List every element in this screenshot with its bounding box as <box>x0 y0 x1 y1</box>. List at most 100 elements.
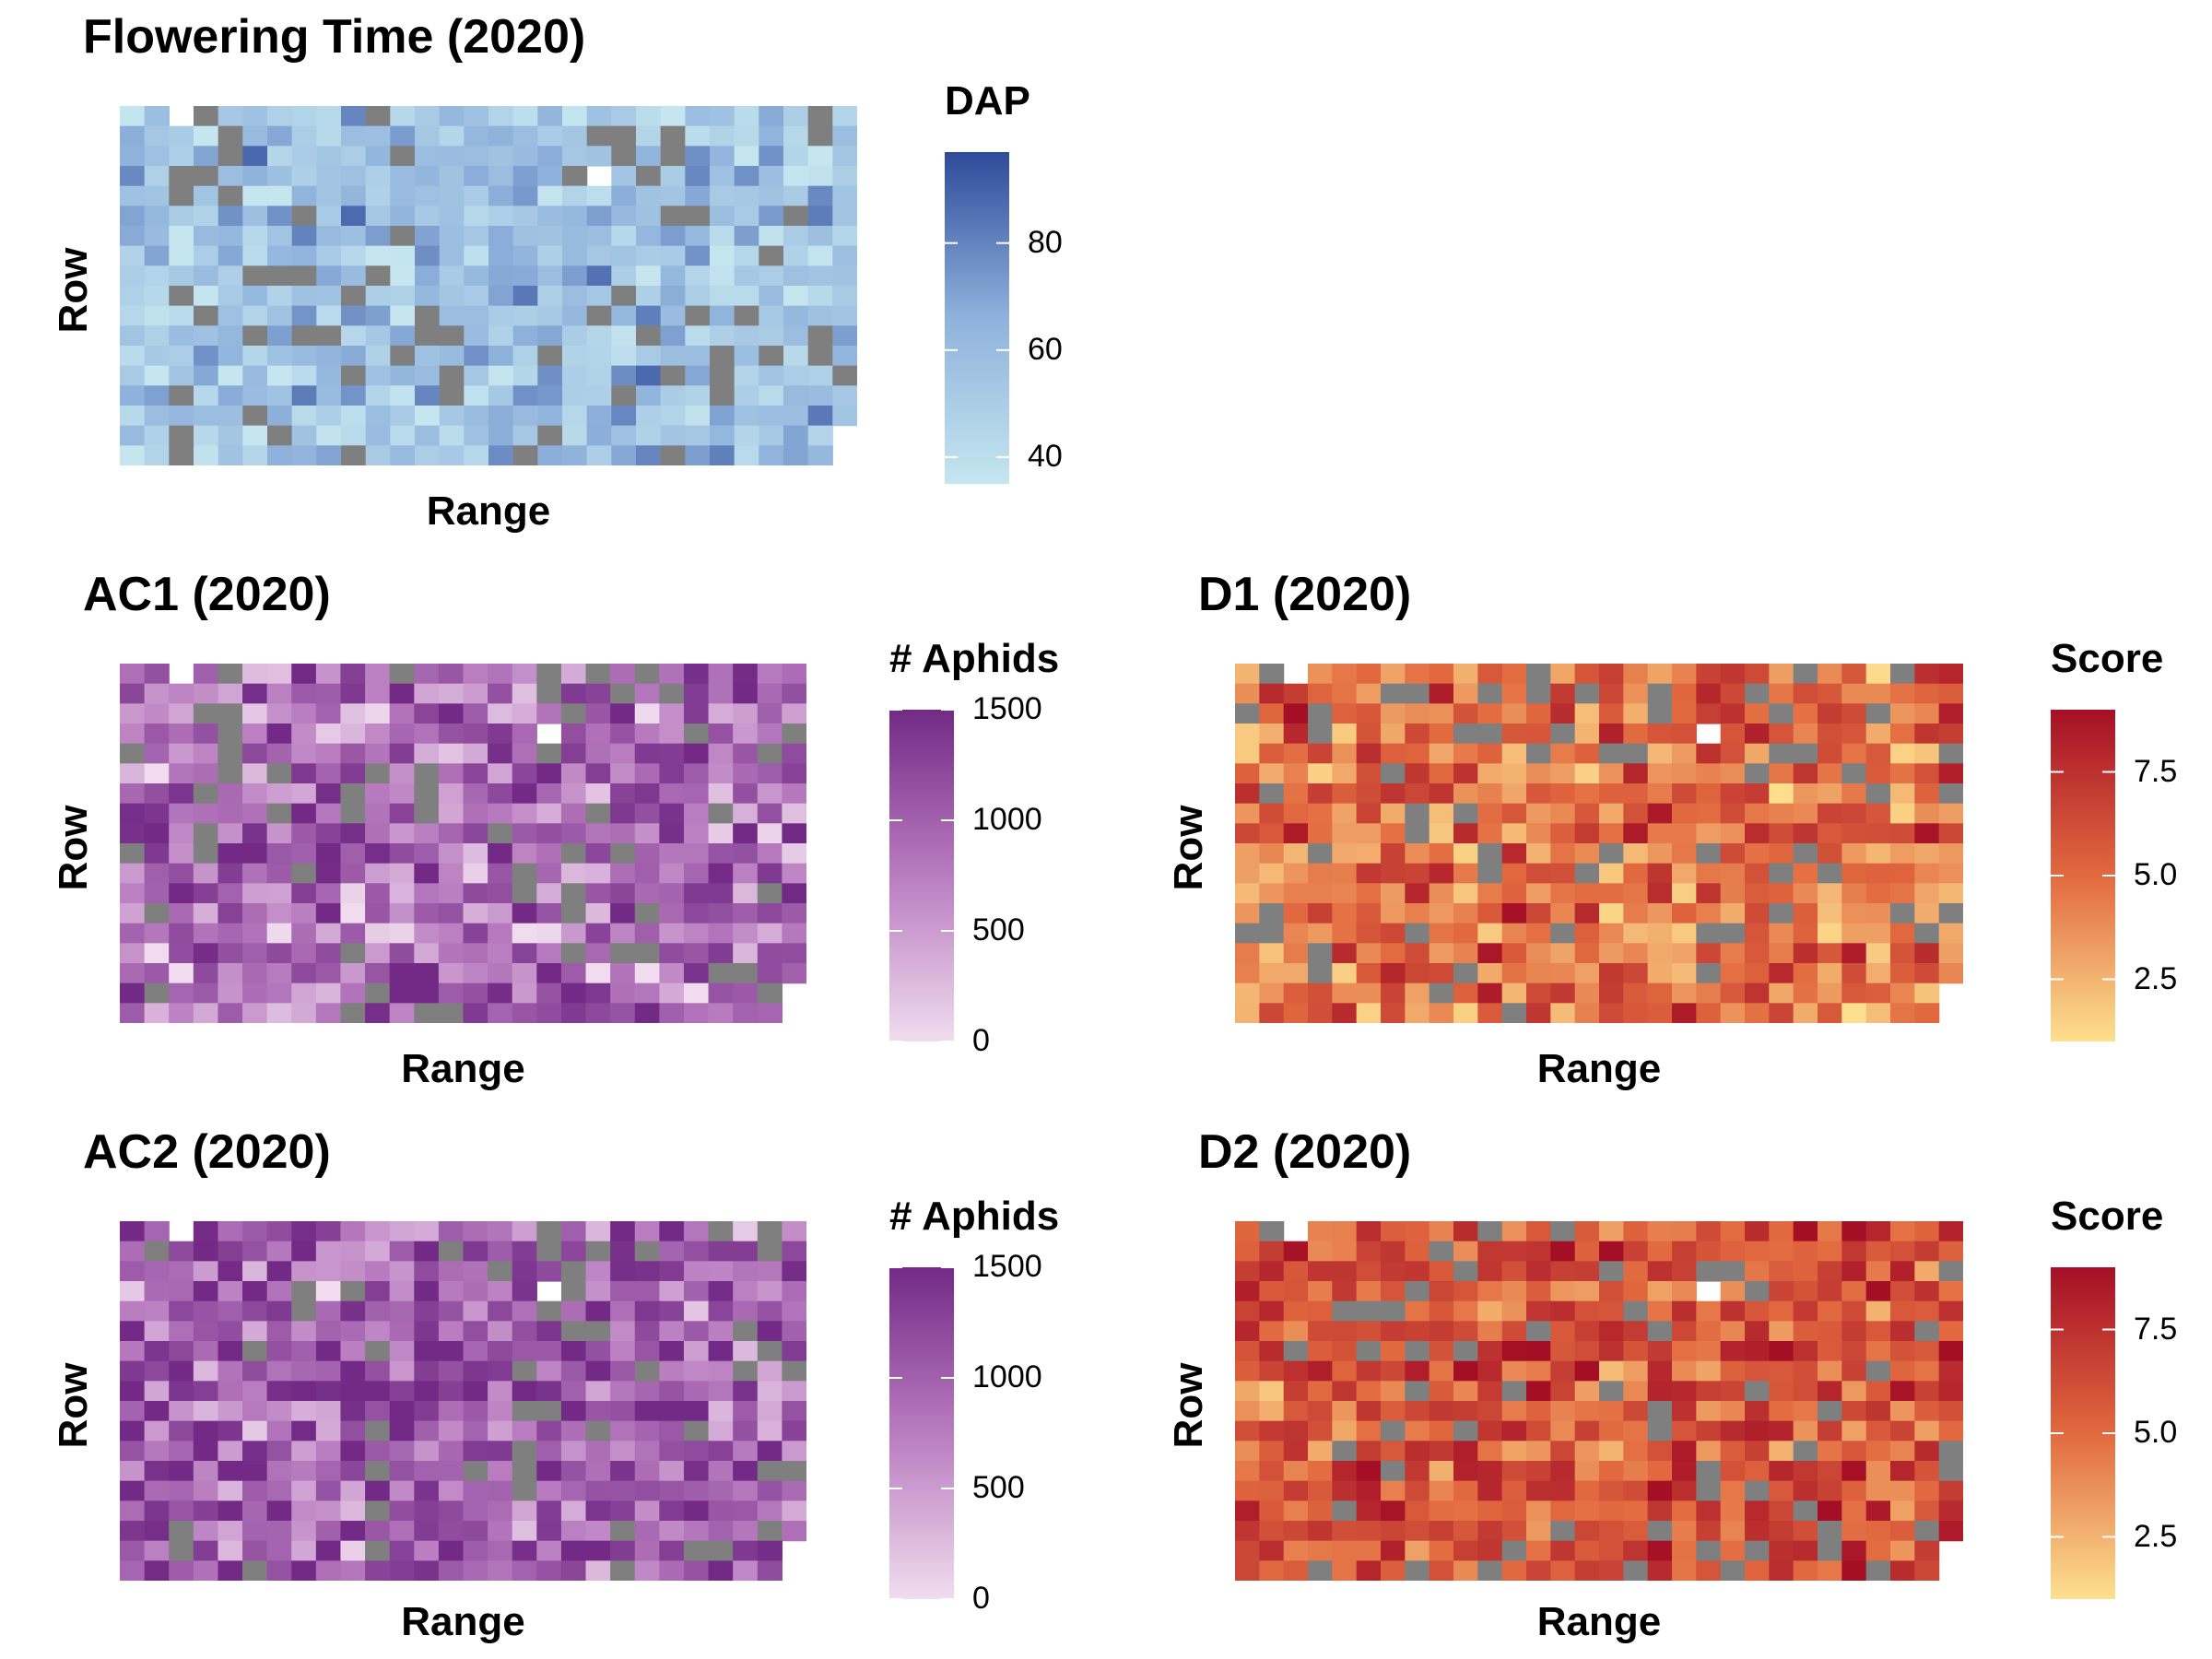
heatmap-cell <box>1720 1003 1746 1023</box>
heatmap-cell <box>1356 1480 1382 1501</box>
heatmap-cell <box>1938 664 1963 685</box>
heatmap-cell <box>634 683 660 704</box>
heatmap-cell <box>757 1341 782 1362</box>
heatmap-cell <box>1332 1003 1358 1023</box>
heatmap-cell <box>1526 963 1551 984</box>
heatmap-cell <box>1914 1540 1940 1561</box>
heatmap-cell <box>488 425 514 446</box>
heatmap-cell <box>1259 863 1285 884</box>
heatmap-cell <box>610 823 636 844</box>
heatmap-cell <box>218 286 243 307</box>
heatmap-cell <box>659 1500 685 1522</box>
heatmap-cell <box>512 763 537 784</box>
heatmap-cell <box>389 1500 415 1522</box>
heatmap-cell <box>1308 1281 1333 1302</box>
heatmap-cell <box>488 803 513 824</box>
heatmap-cell <box>782 783 806 805</box>
heatmap-cell <box>782 1521 806 1542</box>
heatmap-cell <box>266 1360 292 1382</box>
heatmap-cell <box>1865 1480 1891 1501</box>
heatmap-d2 <box>1235 1221 1963 1581</box>
heatmap-cell <box>1793 963 1818 984</box>
heatmap-cell <box>1429 903 1454 924</box>
heatmap-cell <box>464 346 489 367</box>
heatmap-cell <box>683 1281 710 1302</box>
heatmap-cell <box>1477 823 1503 844</box>
heatmap-cell <box>1381 843 1406 865</box>
heatmap-cell <box>1745 1321 1770 1342</box>
heatmap-cell <box>1938 903 1963 924</box>
heatmap-cell <box>1332 783 1358 805</box>
heatmap-cell <box>1429 982 1454 1004</box>
heatmap-cell <box>586 445 612 465</box>
heatmap-cell <box>586 325 612 347</box>
heatmap-cell <box>1308 923 1333 944</box>
heatmap-cell <box>169 1003 194 1023</box>
heatmap-cell <box>365 365 391 386</box>
heatmap-cell <box>610 963 636 984</box>
heatmap-cell <box>1429 783 1454 805</box>
heatmap-cell <box>782 743 806 764</box>
heatmap-cell <box>1914 664 1940 685</box>
heatmap-cell <box>1332 863 1358 884</box>
heatmap-cell <box>611 305 637 326</box>
heatmap-cell <box>1429 1560 1454 1581</box>
heatmap-cell <box>242 226 268 247</box>
heatmap-cell <box>1647 1300 1673 1322</box>
heatmap-cell <box>585 683 611 704</box>
heatmap-cell <box>611 166 637 187</box>
heatmap-cell <box>365 385 391 406</box>
heatmap-cell <box>1599 923 1624 944</box>
heatmap-cell <box>1574 923 1600 944</box>
heatmap-cell <box>512 1441 537 1462</box>
heatmap-cell <box>1405 1261 1430 1282</box>
x-axis-label: Range <box>401 1046 525 1091</box>
heatmap-cell <box>389 1420 415 1441</box>
heatmap-cell <box>1672 1360 1697 1382</box>
heatmap-cell <box>242 843 268 865</box>
heatmap-cell <box>389 923 415 944</box>
heatmap-cell <box>1453 982 1478 1004</box>
heatmap-cell <box>1453 1261 1478 1282</box>
heatmap-cell <box>585 803 611 824</box>
heatmap-cell <box>193 763 219 784</box>
heatmap-cell <box>636 305 662 326</box>
heatmap-cell <box>636 425 662 446</box>
heatmap-cell <box>291 843 317 865</box>
heatmap-cell <box>291 1560 317 1581</box>
heatmap-cell <box>1865 703 1891 724</box>
heatmap-cell <box>1259 1401 1285 1422</box>
heatmap-cell <box>1696 823 1722 844</box>
heatmap-cell <box>710 385 735 406</box>
heatmap-cell <box>659 703 685 724</box>
heatmap-cell <box>266 1261 292 1282</box>
heatmap-cell <box>1865 664 1891 685</box>
heatmap-cell <box>415 286 441 307</box>
heatmap-cell <box>562 445 588 465</box>
heatmap-cell <box>1696 963 1722 984</box>
heatmap-cell <box>1890 1261 1915 1282</box>
heatmap-cell <box>683 803 710 824</box>
heatmap-cell <box>1841 843 1867 865</box>
heatmap-cell <box>389 1341 415 1362</box>
heatmap-cell <box>1890 1221 1915 1242</box>
heatmap-cell <box>586 385 612 406</box>
heatmap-cell <box>267 146 293 167</box>
heatmap-cell <box>291 1540 317 1561</box>
heatmap-cell <box>144 683 170 704</box>
heatmap-cell <box>1841 1401 1867 1422</box>
heatmap-cell <box>585 724 611 745</box>
heatmap-cell <box>340 1560 366 1581</box>
heatmap-cell <box>194 346 219 367</box>
heatmap-cell <box>1938 1321 1963 1342</box>
heatmap-cell <box>1381 1480 1406 1501</box>
heatmap-cell <box>242 325 268 347</box>
heatmap-cell <box>1381 783 1406 805</box>
heatmap-cell <box>463 903 488 924</box>
heatmap-cell <box>1308 1461 1333 1482</box>
heatmap-cell <box>1574 1560 1600 1581</box>
heatmap-cell <box>169 245 194 266</box>
heatmap-cell <box>757 1401 782 1422</box>
heatmap-cell <box>1623 1321 1649 1342</box>
heatmap-cell <box>710 206 735 227</box>
